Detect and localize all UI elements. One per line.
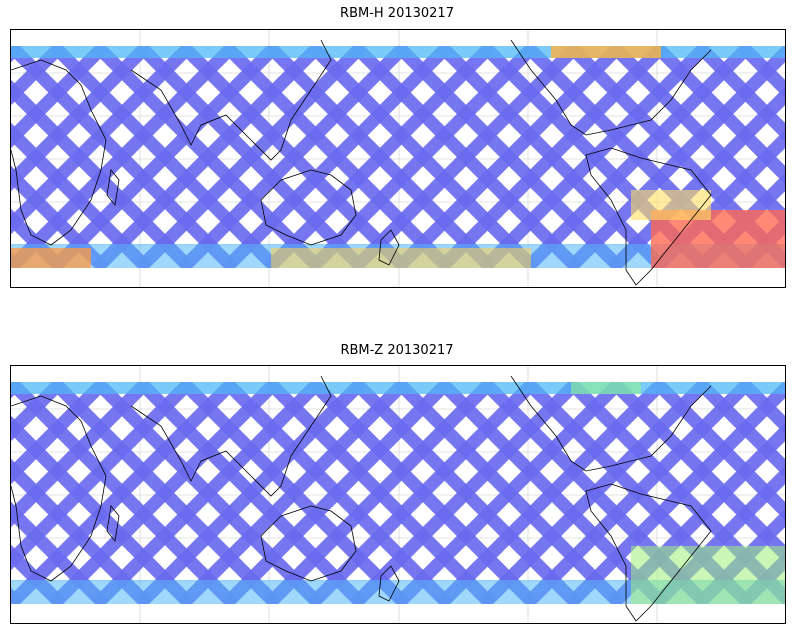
coastline-segment (260, 505, 357, 582)
coastline-segment (130, 375, 332, 497)
panel-title-rbm-h: RBM-H 20130217 (340, 6, 454, 21)
coastline-segment (106, 505, 120, 542)
coastlines (11, 375, 712, 622)
coastline-segment (510, 39, 712, 136)
coastline-segment (260, 169, 357, 246)
panel-title-rbm-z: RBM-Z 20130217 (340, 343, 454, 358)
value-hotspots (571, 382, 785, 604)
swath-map-rbm-z (11, 366, 785, 623)
coastline-segment (585, 483, 712, 622)
map-panel-rbm-z (10, 365, 786, 624)
swath-map-rbm-h (11, 30, 785, 287)
coastline-segment (11, 395, 107, 582)
coastline-segment (11, 59, 107, 246)
coastline-segment (378, 229, 400, 266)
coastlines (11, 39, 712, 286)
value-hotspots (11, 46, 785, 268)
map-panel-rbm-h (10, 29, 786, 288)
coastline-segment (378, 565, 400, 602)
coastline-segment (106, 169, 120, 206)
coastline-segment (510, 375, 712, 472)
coastline-segment (585, 147, 712, 286)
coastline-segment (130, 39, 332, 161)
